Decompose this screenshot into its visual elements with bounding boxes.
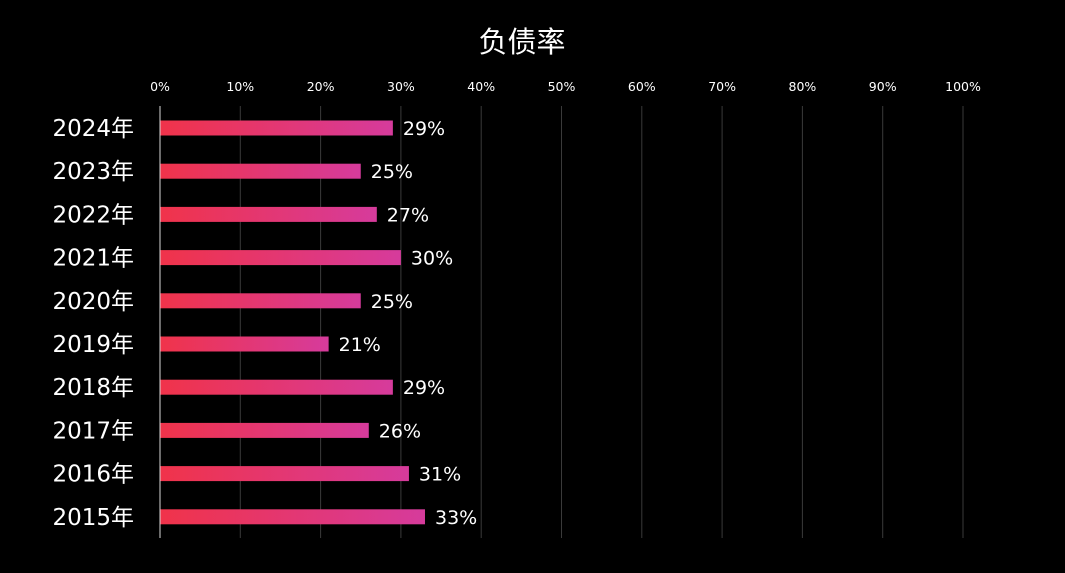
data-label: 31% [419, 464, 461, 486]
x-axis-ticks: 0% 10% 20% 30% 40% 50% 60% 70% 80% 90% 100% [150, 79, 981, 94]
category-label: 2015年 [52, 505, 134, 531]
category-label: 2021年 [52, 246, 134, 272]
bar [160, 250, 401, 266]
data-label: 29% [403, 377, 445, 399]
bar [160, 293, 361, 309]
data-label: 25% [371, 161, 413, 183]
category-label: 2023年 [52, 159, 134, 185]
data-labels: 29% 25% 27% 30% 25% 21% 29% 26% 31% 33% [339, 118, 478, 529]
chart-title: 负债率 [478, 25, 565, 59]
data-label: 33% [435, 507, 477, 529]
x-tick-label: 40% [467, 79, 495, 94]
data-label: 27% [387, 204, 429, 226]
category-label: 2017年 [52, 418, 134, 444]
data-label: 29% [403, 118, 445, 140]
bar [160, 163, 361, 179]
category-label: 2022年 [52, 202, 134, 228]
data-label: 30% [411, 248, 453, 270]
bars [160, 120, 425, 525]
bar [160, 422, 369, 438]
x-tick-label: 60% [628, 79, 656, 94]
x-tick-label: 0% [150, 79, 170, 94]
category-label: 2019年 [52, 332, 134, 358]
x-tick-label: 70% [708, 79, 736, 94]
y-axis-categories: 2024年 2023年 2022年 2021年 2020年 2019年 2018年 2017年… [52, 116, 134, 531]
data-label: 26% [379, 420, 421, 442]
bar [160, 336, 329, 352]
category-label: 2016年 [52, 462, 134, 488]
data-label: 25% [371, 291, 413, 313]
category-label: 2020年 [52, 289, 134, 315]
bar [160, 120, 393, 136]
x-tick-label: 10% [226, 79, 254, 94]
bar [160, 466, 409, 482]
bar [160, 379, 393, 395]
x-tick-label: 100% [945, 79, 981, 94]
category-label: 2018年 [52, 375, 134, 401]
category-label: 2024年 [52, 116, 134, 142]
x-tick-label: 90% [869, 79, 897, 94]
data-label: 21% [339, 334, 381, 356]
x-tick-label: 80% [789, 79, 817, 94]
x-tick-label: 30% [387, 79, 415, 94]
x-tick-label: 50% [548, 79, 576, 94]
x-tick-label: 20% [307, 79, 335, 94]
bar [160, 206, 377, 222]
bar [160, 509, 425, 525]
